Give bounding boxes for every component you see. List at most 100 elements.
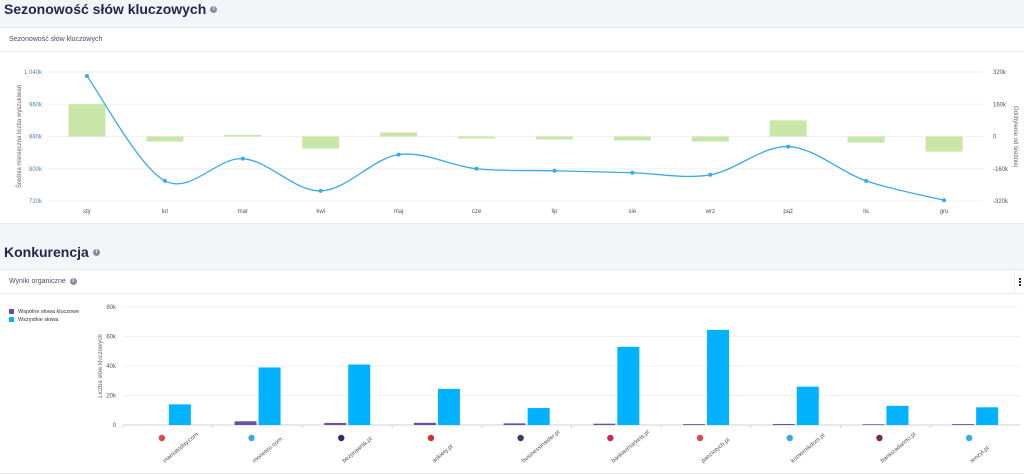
site-favicon-icon — [338, 434, 345, 442]
month-label: sty — [83, 209, 91, 215]
line-point — [84, 74, 89, 79]
y-axis-title: Liczba słów kluczowych — [98, 334, 104, 397]
y-tick-label: 80k — [106, 305, 117, 311]
line-point — [552, 168, 557, 173]
line-point — [630, 170, 635, 175]
left-tick-label: 1 040k — [24, 70, 43, 76]
all-keywords-bar — [707, 329, 730, 425]
common-keywords-bar — [862, 424, 885, 425]
deviation-bar — [458, 136, 496, 139]
all-keywords-bar — [976, 407, 999, 425]
chart-menu-icon[interactable] — [1014, 270, 1024, 294]
line-point — [708, 172, 713, 177]
search-volume-line — [86, 75, 945, 201]
left-tick-label: 800k — [29, 167, 43, 173]
line-point — [318, 188, 323, 193]
month-label: gru — [940, 209, 949, 215]
site-favicon-icon — [607, 434, 614, 442]
line-point — [396, 152, 401, 157]
deviation-bar — [302, 136, 340, 149]
site-label: ankiety.pl — [431, 444, 454, 465]
month-label: mar — [238, 209, 248, 215]
legend-label: Wspólne słowa kluczowe — [18, 309, 79, 315]
seasonality-card: Sezonowość słów kluczowych 720k 800k 880k 9… — [0, 27, 1024, 224]
deviation-bar — [224, 134, 262, 137]
month-label: wrz — [705, 209, 715, 215]
all-keywords-bar — [348, 364, 371, 425]
common-keywords-bar — [593, 423, 616, 425]
competition-card-header: Wyniki organiczne i — [0, 270, 1024, 294]
y-tick-label: 60k — [106, 335, 117, 341]
competition-card: Wyniki organiczne i Wspólne słowa kluczo… — [0, 269, 1024, 474]
seasonality-card-header: Sezonowość słów kluczowych — [0, 28, 1024, 52]
month-label: paź — [783, 209, 793, 215]
all-keywords-bar — [796, 386, 819, 425]
all-keywords-bar — [437, 388, 460, 425]
right-tick-label: 320k — [993, 70, 1007, 76]
left-tick-label: 880k — [29, 135, 43, 141]
common-keywords-bar — [952, 424, 975, 425]
line-point — [786, 144, 791, 149]
competition-section-title: Konkurencja i — [4, 244, 100, 260]
line-point — [864, 178, 869, 183]
seasonality-card-title: Sezonowość słów kluczowych — [9, 36, 103, 43]
month-label: lip — [551, 209, 558, 215]
y-tick-label: 40k — [106, 364, 117, 370]
deviation-bar — [535, 136, 573, 140]
left-axis-title: Średnia miesięczna liczba wyszukiwań — [15, 85, 23, 188]
right-tick-label: 0 — [993, 135, 997, 141]
all-keywords-bar — [617, 346, 640, 425]
right-tick-label: -320k — [993, 199, 1009, 205]
legend-swatch — [9, 317, 14, 322]
all-keywords-bar — [258, 367, 281, 425]
site-favicon-icon — [517, 434, 524, 442]
info-icon[interactable]: i — [210, 5, 218, 13]
common-keywords-bar — [683, 424, 706, 425]
common-keywords-bar — [772, 423, 795, 425]
left-tick-label: 960k — [29, 102, 43, 108]
deviation-bar — [925, 136, 963, 152]
month-label: sie — [629, 209, 637, 215]
right-tick-label: -160k — [993, 167, 1009, 173]
legend-label: Wszystkie słowa — [18, 317, 59, 323]
month-label: maj — [394, 209, 404, 215]
site-favicon-icon — [158, 434, 166, 442]
info-icon[interactable]: i — [92, 248, 100, 256]
deviation-bar — [68, 104, 106, 137]
site-label: bankizadarmo.pl — [880, 432, 918, 465]
info-icon[interactable]: i — [69, 278, 77, 285]
deviation-bar — [380, 132, 418, 137]
common-keywords-bar — [503, 423, 526, 425]
seasonality-section-title: Sezonowość słów kluczowych i — [4, 1, 218, 17]
site-label: komornikdom.pl — [790, 433, 826, 465]
site-label: bezprawnik.pl — [342, 436, 374, 464]
deviation-bar — [691, 136, 729, 142]
right-axis-title: Odchylenie od średniej — [1012, 106, 1018, 167]
left-tick-label: 720k — [29, 199, 43, 205]
all-keywords-bar — [527, 408, 550, 425]
site-favicon-icon — [248, 434, 255, 442]
line-point — [240, 156, 245, 161]
deviation-bar — [613, 136, 651, 141]
site-favicon-icon — [696, 434, 704, 442]
month-label: lut — [162, 209, 169, 215]
competition-chart: Wspólne słowa kluczowe Wszystkie słowa 0 20… — [9, 305, 1020, 465]
line-point — [162, 178, 167, 183]
deviation-bar — [769, 120, 807, 137]
y-tick-label: 0 — [113, 423, 117, 429]
y-tick-label: 20k — [106, 394, 117, 400]
site-label: mamatoday.com — [162, 432, 199, 465]
all-keywords-bar — [886, 405, 909, 425]
common-keywords-bar — [413, 422, 436, 425]
common-keywords-bar — [234, 421, 257, 425]
legend-swatch — [9, 309, 14, 314]
site-label: panzlotych.pl — [700, 437, 731, 464]
month-label: cze — [472, 209, 482, 215]
site-favicon-icon — [427, 434, 435, 442]
month-label: kwi — [316, 209, 325, 215]
line-point — [942, 198, 947, 203]
site-label: bankiermarkets.pl — [611, 429, 651, 464]
deviation-bar — [146, 136, 184, 142]
site-favicon-icon — [786, 434, 793, 442]
line-point — [474, 166, 479, 171]
